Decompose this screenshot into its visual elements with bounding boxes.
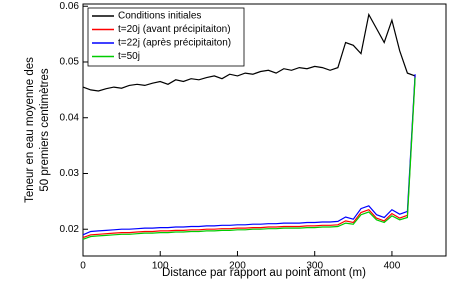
legend-label: t=50j xyxy=(118,51,140,62)
x-tick-label: 300 xyxy=(306,261,323,272)
legend-label: t=22j (après précipitaiton) xyxy=(118,38,231,49)
y-tick-label: 0.04 xyxy=(60,112,80,123)
y-tick-label: 0.02 xyxy=(60,224,80,235)
series-line xyxy=(82,77,416,240)
legend-label: Conditions initiales xyxy=(118,11,201,22)
x-tick-label: 100 xyxy=(152,261,169,272)
y-tick-label: 0.06 xyxy=(60,1,80,12)
y-axis-label: Teneur en eau moyenne des xyxy=(24,57,36,203)
x-axis-label: Distance par rapport au point amont (m) xyxy=(162,267,366,279)
x-tick-label: 200 xyxy=(229,261,246,272)
x-tick-label: 0 xyxy=(80,261,86,272)
x-tick-label: 400 xyxy=(384,261,401,272)
series-line xyxy=(82,75,416,239)
y-tick-label: 0.03 xyxy=(60,168,80,179)
plot-frame xyxy=(82,3,447,257)
y-tick-label: 0.05 xyxy=(60,57,80,68)
series-line xyxy=(82,74,416,236)
legend-label: t=20j (avant précipitaiton) xyxy=(118,24,231,35)
y-axis-label: 50 premiers centimètres xyxy=(39,68,51,192)
series-line xyxy=(82,12,416,92)
